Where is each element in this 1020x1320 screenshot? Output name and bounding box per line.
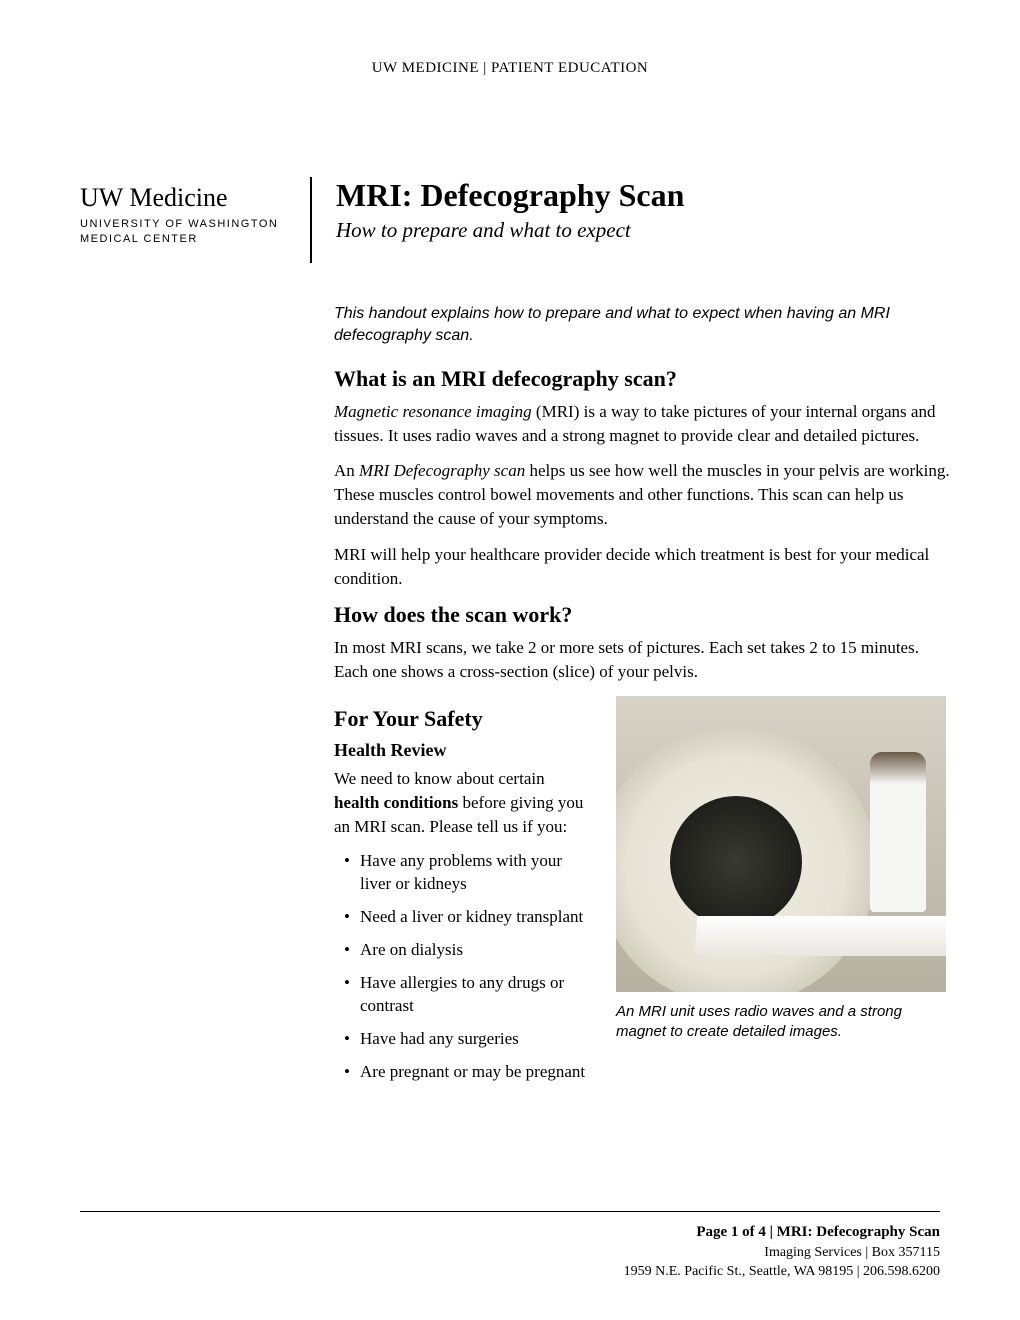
mri-bore-shape (670, 796, 802, 928)
heading-how-work: How does the scan work? (334, 602, 954, 628)
content-area: This handout explains how to prepare and… (334, 303, 954, 1094)
safety-lead-pre: We need to know about certain (334, 769, 545, 788)
list-item: Have allergies to any drugs or contrast (334, 972, 594, 1018)
list-item: Have had any surgeries (334, 1028, 594, 1051)
title-block: MRI: Defecography Scan How to prepare an… (336, 177, 940, 243)
what-is-p1-em: Magnetic resonance imaging (334, 402, 532, 421)
figure-caption: An MRI unit uses radio waves and a stron… (616, 1002, 954, 1043)
title-row: UW Medicine UNIVERSITY OF WASHINGTON MED… (80, 177, 940, 263)
doctor-shape (870, 752, 926, 912)
footer-text-block: Page 1 of 4 | MRI: Defecography Scan Ima… (80, 1222, 940, 1282)
safety-bullet-list: Have any problems with your liver or kid… (334, 850, 594, 1084)
list-item: Need a liver or kidney transplant (334, 906, 594, 929)
safety-lead-bold: health conditions (334, 793, 458, 812)
heading-what-is: What is an MRI defecography scan? (334, 366, 954, 392)
footer-page-line: Page 1 of 4 | MRI: Defecography Scan (80, 1222, 940, 1243)
list-item: Have any problems with your liver or kid… (334, 850, 594, 896)
page-footer: Page 1 of 4 | MRI: Defecography Scan Ima… (80, 1211, 940, 1282)
what-is-p2-pre: An (334, 461, 359, 480)
org-logo-block: UW Medicine UNIVERSITY OF WASHINGTON MED… (80, 177, 310, 248)
logo-main-text: UW Medicine (80, 183, 292, 213)
footer-addr-line: 1959 N.E. Pacific St., Seattle, WA 98195… (80, 1262, 940, 1282)
subheading-health-review: Health Review (334, 740, 594, 761)
mri-photo-placeholder (616, 696, 946, 992)
list-item: Are pregnant or may be pregnant (334, 1061, 594, 1084)
how-work-p1: In most MRI scans, we take 2 or more set… (334, 636, 954, 684)
mri-table-shape (695, 916, 946, 956)
safety-two-column: For Your Safety Health Review We need to… (334, 696, 954, 1094)
safety-lead: We need to know about certain health con… (334, 767, 594, 838)
document-subtitle: How to prepare and what to expect (336, 218, 940, 243)
logo-sub-line-2: MEDICAL CENTER (80, 232, 292, 247)
what-is-p2-em: MRI Defecography scan (359, 461, 525, 480)
footer-dept-line: Imaging Services | Box 357115 (80, 1243, 940, 1263)
logo-sub-line-1: UNIVERSITY OF WASHINGTON (80, 217, 292, 232)
heading-safety: For Your Safety (334, 706, 594, 732)
document-title: MRI: Defecography Scan (336, 177, 940, 214)
list-item: Are on dialysis (334, 939, 594, 962)
what-is-p1: Magnetic resonance imaging (MRI) is a wa… (334, 400, 954, 448)
vertical-divider (310, 177, 312, 263)
what-is-p3: MRI will help your healthcare provider d… (334, 543, 954, 591)
safety-right-col: An MRI unit uses radio waves and a stron… (616, 696, 954, 1043)
safety-left-col: For Your Safety Health Review We need to… (334, 696, 594, 1094)
what-is-p2: An MRI Defecography scan helps us see ho… (334, 459, 954, 530)
footer-divider (80, 1211, 940, 1212)
header-org-line: UW MEDICINE | PATIENT EDUCATION (80, 60, 940, 77)
intro-paragraph: This handout explains how to prepare and… (334, 303, 954, 348)
